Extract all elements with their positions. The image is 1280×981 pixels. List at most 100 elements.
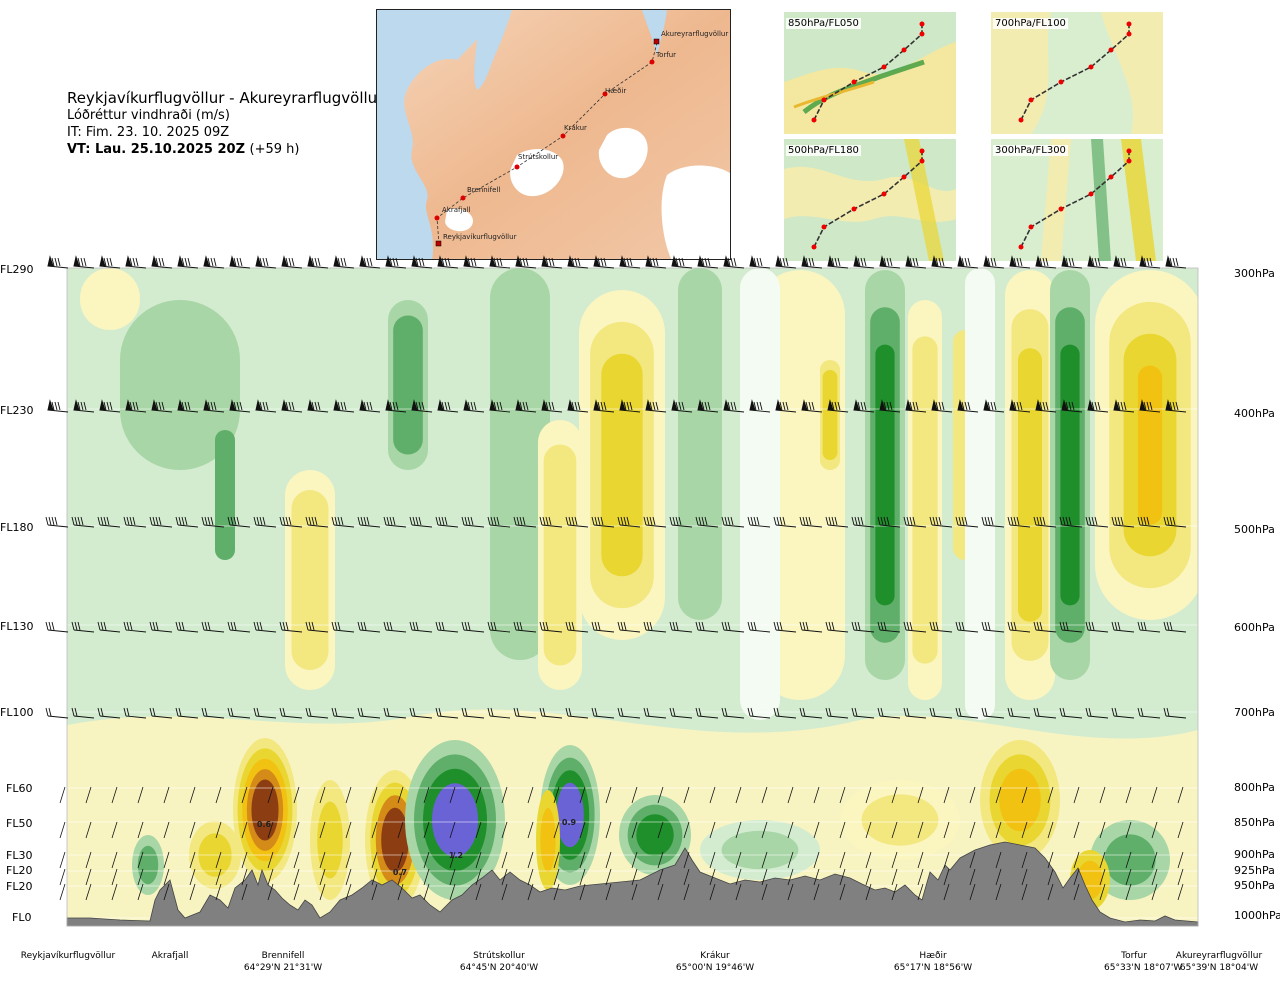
wind-barb-0-2 (99, 255, 121, 269)
wind-barb-low-2-41 (1125, 851, 1132, 869)
map-fjord-north (642, 10, 667, 55)
wind-barb-3-10 (305, 621, 329, 633)
wind-barb-low-4-34 (943, 883, 950, 901)
wind-barb-2-30 (825, 516, 849, 528)
wind-barb-3-9 (279, 621, 303, 633)
wind-barb-low-4-37 (1021, 883, 1028, 901)
wind-barb-1-34 (931, 399, 953, 413)
level-label-right-925hpa: 925hPa (1234, 864, 1275, 877)
contour-band-6-1 (543, 444, 577, 666)
map-glacier-2 (510, 148, 564, 197)
level-label-left-fl20a: FL20 (6, 864, 33, 877)
contour-band-12-1 (912, 336, 938, 664)
contour-neutral-a (740, 268, 780, 720)
wind-barb-low-4-15 (449, 883, 456, 901)
level-label-left-fl60: FL60 (6, 782, 33, 795)
wind-barb-2-2 (97, 516, 121, 528)
wind-barb-low-0-10 (319, 786, 326, 804)
variable-label: Lóðréttur vindhraði (m/s) (67, 108, 230, 123)
wind-barb-3-1 (71, 621, 95, 633)
wind-barb-low-3-6 (215, 868, 222, 886)
wind-barb-low-0-40 (1099, 786, 1106, 804)
wind-barb-4-9 (279, 707, 303, 719)
wind-barb-4-14 (409, 707, 433, 719)
wind-barb-low-2-2 (111, 851, 118, 869)
location-reykjavikurflugvollur: Reykjavíkurflugvöllur (20, 950, 116, 962)
wind-barb-1-31 (853, 399, 875, 413)
wind-barb-3-11 (331, 621, 355, 633)
wind-barb-low-3-38 (1047, 868, 1054, 886)
wind-barb-4-8 (253, 707, 277, 719)
wind-barb-low-3-39 (1073, 868, 1080, 886)
wind-barb-3-33 (903, 621, 927, 633)
wind-barb-3-31 (851, 621, 875, 633)
wind-barb-1-15 (437, 399, 459, 413)
wind-barb-1-16 (463, 399, 485, 413)
map-label-strutskollur: Strútskollur (518, 153, 558, 161)
wind-barb-low-2-24 (683, 851, 690, 869)
wind-barb-low-3-35 (969, 868, 976, 886)
wind-barb-0-1 (73, 255, 95, 269)
wind-barb-3-20 (565, 621, 589, 633)
wind-barb-low-3-18 (527, 868, 534, 886)
wind-barb-low-4-3 (137, 883, 144, 901)
wind-barb-low-1-30 (839, 821, 846, 839)
wind-barb-low-0-11 (345, 786, 352, 804)
wind-barb-low-3-31 (865, 868, 872, 886)
contour-core-3-3 (556, 782, 584, 848)
wind-barb-0-35 (957, 255, 979, 269)
wind-barb-low-1-18 (527, 821, 534, 839)
wind-barb-low-3-36 (995, 868, 1002, 886)
wind-barb-4-2 (97, 707, 121, 719)
wind-barb-low-2-26 (735, 851, 742, 869)
wind-barb-2-26 (721, 516, 745, 528)
wind-barb-2-13 (383, 516, 407, 528)
plot-frame (66, 267, 1199, 927)
wind-barb-3-7 (227, 621, 251, 633)
map-label-brennifell: Brennifell (467, 186, 500, 194)
wind-barb-0-33 (905, 255, 927, 269)
wind-barb-1-39 (1061, 399, 1083, 413)
wind-barb-3-2 (97, 621, 121, 633)
inset-850hpa: 850hPa/FL050 (784, 12, 956, 134)
map-marker-torfur (649, 59, 655, 65)
wind-barb-1-40 (1087, 399, 1109, 413)
wind-barb-0-26 (723, 255, 745, 269)
wind-barb-low-1-19 (553, 821, 560, 839)
map-marker-haedir (602, 91, 608, 97)
wind-barb-1-1 (73, 399, 95, 413)
wind-barb-low-4-22 (631, 883, 638, 901)
map-label-haedir: Hæðir (605, 87, 626, 95)
wind-barb-1-38 (1035, 399, 1057, 413)
wind-barb-low-2-14 (423, 851, 430, 869)
map-label-reykjavikurflugvollur: Reykjavíkurflugvöllur (443, 233, 517, 241)
wind-barb-0-38 (1035, 255, 1057, 269)
wind-barb-4-28 (773, 707, 797, 719)
wind-barb-low-4-13 (397, 883, 404, 901)
inset-500hpa: 500hPa/FL180 (784, 139, 956, 261)
wind-barb-low-4-21 (605, 883, 612, 901)
wind-barb-4-42 (1137, 707, 1161, 719)
wind-barb-low-2-11 (345, 851, 352, 869)
wind-barb-low-0-32 (891, 786, 898, 804)
level-label-right-1000hpa: 1000hPa (1234, 909, 1280, 922)
wind-barb-low-0-21 (605, 786, 612, 804)
wind-barb-low-0-2 (111, 786, 118, 804)
level-label-left-fl20b: FL20 (6, 880, 33, 893)
level-label-right-700hpa: 700hPa (1234, 706, 1275, 719)
wind-barb-3-15 (435, 621, 459, 633)
wind-barb-2-3 (123, 516, 147, 528)
wind-barb-low-4-40 (1099, 883, 1106, 901)
wind-barb-low-2-31 (865, 851, 872, 869)
wind-barb-low-0-4 (163, 786, 170, 804)
wind-barb-low-4-19 (553, 883, 560, 901)
wind-barb-1-3 (125, 399, 147, 413)
wind-barb-low-0-9 (293, 786, 300, 804)
wind-barb-low-2-39 (1073, 851, 1080, 869)
wind-barb-low-1-20 (579, 821, 586, 839)
wind-barb-low-2-13 (397, 851, 404, 869)
wind-barb-1-19 (541, 399, 563, 413)
wind-barb-low-1-6 (215, 821, 222, 839)
wind-barb-low-4-33 (917, 883, 924, 901)
wind-barb-4-20 (565, 707, 589, 719)
